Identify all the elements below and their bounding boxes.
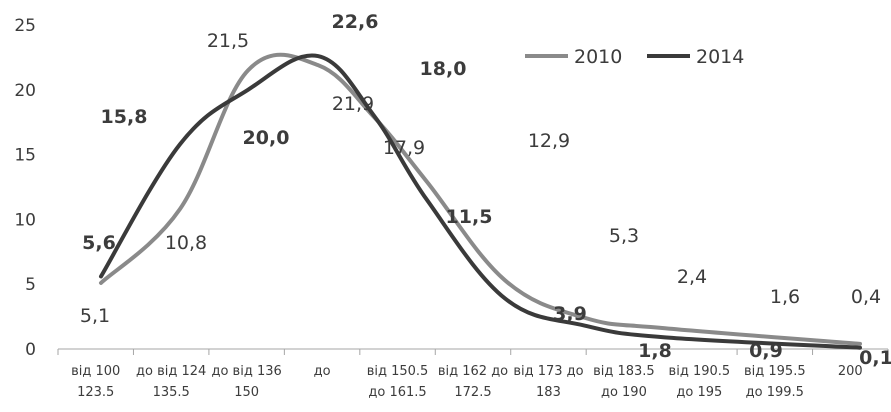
data-label-2014: 5,6 xyxy=(82,232,116,254)
x-tick-label: від 162 до xyxy=(438,364,508,379)
data-label-2014: 18,0 xyxy=(420,58,467,80)
series-2010-line xyxy=(99,52,862,346)
x-tick-label: до від 136 xyxy=(211,364,281,379)
y-tick-label: 10 xyxy=(14,210,36,230)
data-label-2014: 20,0 xyxy=(243,127,290,149)
y-tick-label: 20 xyxy=(14,81,36,101)
x-tick-label: 150 xyxy=(234,385,259,400)
y-tick-label: 0 xyxy=(25,340,36,360)
y-tick-label: 5 xyxy=(25,275,36,295)
data-label-2014: 11,5 xyxy=(446,206,493,228)
x-tick-label: до 161.5 xyxy=(368,385,426,400)
data-label-2014: 0,1 xyxy=(859,347,891,369)
data-label-2014: 1,8 xyxy=(638,340,672,362)
x-tick-label: від 150.5 xyxy=(367,364,429,379)
y-tick-label: 15 xyxy=(14,146,36,166)
data-label-2010: 5,1 xyxy=(80,305,110,327)
data-label-2010: 10,8 xyxy=(165,232,207,254)
x-tick-label: до 199.5 xyxy=(746,385,804,400)
data-label-2010: 12,9 xyxy=(528,130,570,152)
x-tick-label: до від 124 xyxy=(136,364,206,379)
chart-legend: 2010 2014 xyxy=(525,46,744,68)
x-tick-label: 172.5 xyxy=(454,385,491,400)
data-label-2014: 15,8 xyxy=(101,106,148,128)
data-label-2014: 22,6 xyxy=(332,11,379,33)
legend-label-2010: 2010 xyxy=(574,46,622,68)
legend-label-2014: 2014 xyxy=(696,46,744,68)
x-tick-label: 135.5 xyxy=(153,385,190,400)
y-tick-label: 25 xyxy=(14,16,36,36)
x-tick-label: від 173 до xyxy=(513,364,583,379)
x-tick-label: до 190 xyxy=(601,385,647,400)
data-label-2014: 0,9 xyxy=(749,340,783,362)
x-tick-label: 200 xyxy=(838,364,863,379)
data-label-2010: 0,4 xyxy=(851,286,881,308)
data-label-2010: 21,9 xyxy=(332,93,374,115)
x-tick-label: від 183.5 xyxy=(593,364,655,379)
x-tick-label: 183 xyxy=(536,385,561,400)
chart-data-labels: 5,1 10,8 21,5 21,9 17,9 12,9 5,3 2,4 1,6 0,4 5,6 15… xyxy=(80,11,891,369)
data-label-2010: 17,9 xyxy=(383,137,425,159)
chart-series-lines xyxy=(99,52,862,350)
chart-axes: 0 5 10 15 20 25 від 100 123.5 до від 124 135.5 до … xyxy=(14,16,889,400)
series-2014-line xyxy=(99,53,862,350)
x-tick-label: до 195 xyxy=(676,385,722,400)
x-tick-label: від 190.5 xyxy=(669,364,731,379)
data-label-2010: 2,4 xyxy=(677,266,707,288)
x-tick-label: від 100 xyxy=(71,364,120,379)
x-tick-label: 123.5 xyxy=(77,385,114,400)
x-tick-label: від 195.5 xyxy=(744,364,806,379)
x-tick-label: до xyxy=(314,364,331,379)
data-label-2010: 1,6 xyxy=(770,286,800,308)
data-label-2010: 21,5 xyxy=(207,30,249,52)
data-label-2010: 5,3 xyxy=(609,225,639,247)
data-label-2014: 3,9 xyxy=(553,303,587,325)
